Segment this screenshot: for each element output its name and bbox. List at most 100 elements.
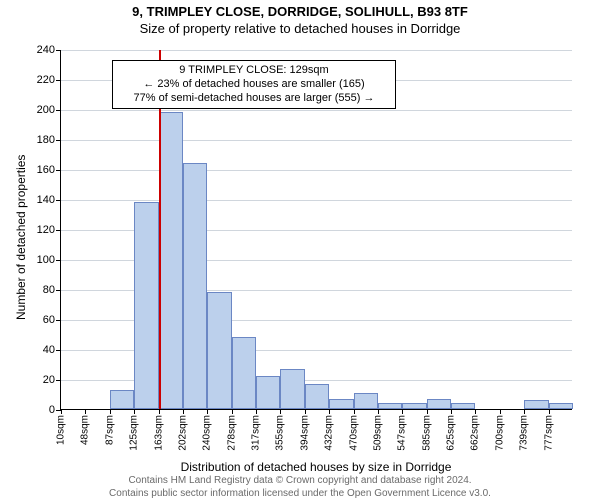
y-tick-label: 180: [37, 134, 55, 146]
gridline: [61, 50, 572, 51]
histogram-bar: [549, 403, 573, 409]
y-tick-label: 240: [37, 44, 55, 56]
x-tick-label: 662sqm: [470, 415, 481, 451]
x-tick-label: 470sqm: [348, 415, 359, 451]
x-tick-label: 278sqm: [226, 415, 237, 451]
y-tick-label: 220: [37, 74, 55, 86]
x-tick-label: 432sqm: [324, 415, 335, 451]
annotation-line: 9 TRIMPLEY CLOSE: 129sqm: [119, 64, 389, 78]
histogram-bar: [305, 384, 329, 410]
x-axis-label: Distribution of detached houses by size …: [60, 460, 572, 474]
y-tick-label: 100: [37, 254, 55, 266]
y-tick-label: 80: [43, 284, 55, 296]
x-tick: [451, 409, 452, 414]
gridline: [61, 140, 572, 141]
y-tick: [56, 380, 61, 381]
y-tick-label: 40: [43, 344, 55, 356]
title-block: 9, TRIMPLEY CLOSE, DORRIDGE, SOLIHULL, B…: [0, 4, 600, 36]
histogram-bar: [256, 376, 280, 409]
x-tick-label: 700sqm: [494, 415, 505, 451]
x-tick-label: 585sqm: [421, 415, 432, 451]
attribution-footer: Contains HM Land Registry data © Crown c…: [0, 475, 600, 500]
y-tick: [56, 50, 61, 51]
histogram-bar: [402, 403, 426, 409]
x-tick: [232, 409, 233, 414]
title-line-2: Size of property relative to detached ho…: [0, 21, 600, 36]
y-tick-label: 20: [43, 374, 55, 386]
x-tick: [183, 409, 184, 414]
annotation-line: 77% of semi-detached houses are larger (…: [119, 92, 389, 106]
histogram-bar: [134, 202, 158, 409]
histogram-bar: [232, 337, 256, 409]
footer-line-2: Contains public sector information licen…: [0, 488, 600, 501]
x-tick-label: 87sqm: [104, 415, 115, 445]
gridline: [61, 170, 572, 171]
y-tick: [56, 110, 61, 111]
x-tick: [61, 409, 62, 414]
x-tick-label: 777sqm: [543, 415, 554, 451]
x-tick-label: 202sqm: [177, 415, 188, 451]
y-axis-label: Number of detached properties: [14, 155, 28, 320]
histogram-bar: [110, 390, 134, 410]
x-tick: [378, 409, 379, 414]
histogram-bar: [183, 163, 207, 409]
x-tick: [110, 409, 111, 414]
y-tick: [56, 80, 61, 81]
histogram-bar: [427, 399, 451, 410]
histogram-bar: [524, 400, 548, 409]
y-tick-label: 60: [43, 314, 55, 326]
x-tick: [524, 409, 525, 414]
y-tick: [56, 230, 61, 231]
histogram-bar: [451, 403, 475, 409]
footer-line-1: Contains HM Land Registry data © Crown c…: [0, 475, 600, 488]
x-tick-label: 739sqm: [519, 415, 530, 451]
x-tick: [329, 409, 330, 414]
histogram-bar: [280, 369, 304, 410]
histogram-bar: [159, 112, 183, 409]
y-tick: [56, 350, 61, 351]
y-tick-label: 0: [49, 404, 55, 416]
x-tick: [280, 409, 281, 414]
annotation-line: ← 23% of detached houses are smaller (16…: [119, 78, 389, 92]
x-tick: [134, 409, 135, 414]
x-tick: [500, 409, 501, 414]
x-tick-label: 625sqm: [446, 415, 457, 451]
gridline: [61, 200, 572, 201]
gridline: [61, 110, 572, 111]
y-tick: [56, 200, 61, 201]
y-tick: [56, 140, 61, 141]
y-tick: [56, 170, 61, 171]
x-tick: [475, 409, 476, 414]
histogram-bar: [329, 399, 353, 410]
y-tick: [56, 260, 61, 261]
x-tick: [354, 409, 355, 414]
x-tick-label: 394sqm: [299, 415, 310, 451]
histogram-bar: [207, 292, 231, 409]
title-line-1: 9, TRIMPLEY CLOSE, DORRIDGE, SOLIHULL, B…: [0, 4, 600, 19]
annotation-box: 9 TRIMPLEY CLOSE: 129sqm← 23% of detache…: [112, 60, 396, 109]
x-tick-label: 547sqm: [397, 415, 408, 451]
histogram-bar: [354, 393, 378, 410]
histogram-bar: [378, 403, 402, 409]
y-tick: [56, 320, 61, 321]
x-tick-label: 240sqm: [202, 415, 213, 451]
x-tick-label: 317sqm: [251, 415, 262, 451]
x-tick: [85, 409, 86, 414]
x-tick: [305, 409, 306, 414]
y-tick: [56, 290, 61, 291]
x-tick-label: 125sqm: [129, 415, 140, 451]
x-tick-label: 509sqm: [372, 415, 383, 451]
y-tick-label: 160: [37, 164, 55, 176]
x-tick: [402, 409, 403, 414]
x-tick-label: 163sqm: [153, 415, 164, 451]
y-tick-label: 120: [37, 224, 55, 236]
y-tick-label: 200: [37, 104, 55, 116]
x-tick: [207, 409, 208, 414]
x-tick: [159, 409, 160, 414]
x-tick-label: 355sqm: [275, 415, 286, 451]
y-tick-label: 140: [37, 194, 55, 206]
x-tick-label: 48sqm: [80, 415, 91, 445]
x-tick: [549, 409, 550, 414]
x-tick: [256, 409, 257, 414]
x-tick: [427, 409, 428, 414]
